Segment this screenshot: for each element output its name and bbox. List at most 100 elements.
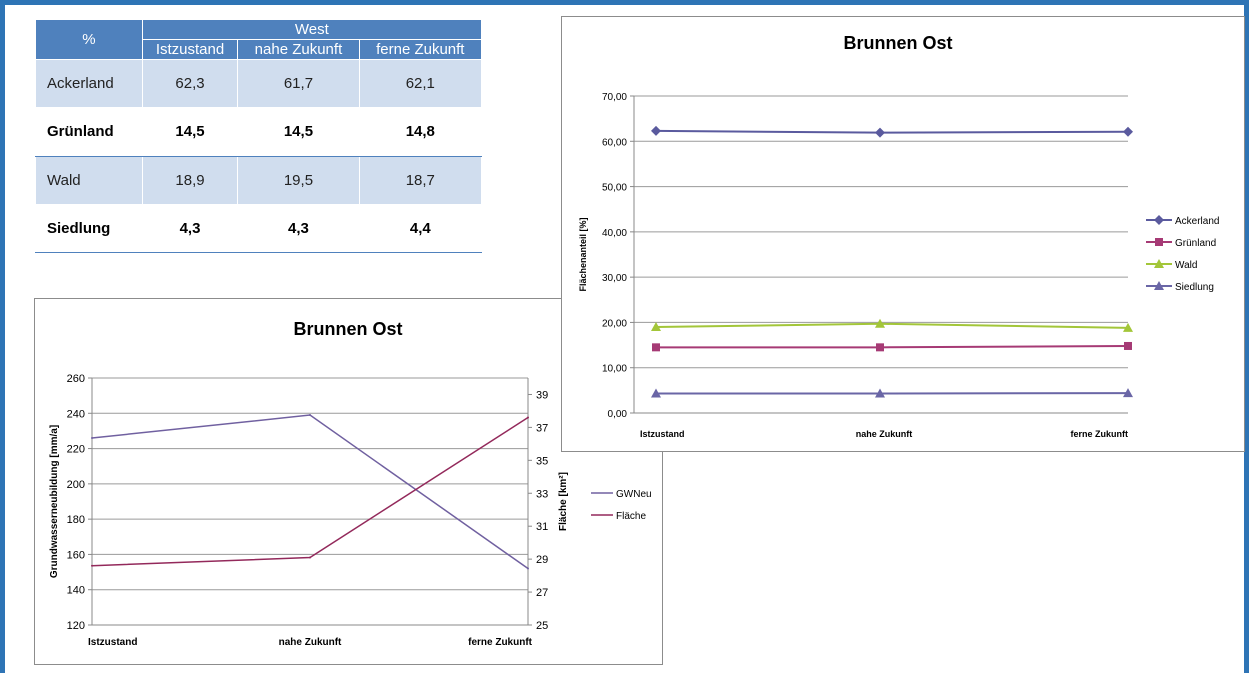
table-cell: 14,8 bbox=[358, 107, 483, 157]
table-cell: 18,7 bbox=[358, 155, 483, 205]
y-tick-label: 70,00 bbox=[602, 92, 627, 103]
series-line-fläche bbox=[91, 416, 529, 567]
y-tick-label: 220 bbox=[67, 444, 85, 456]
legend-label: Fläche bbox=[616, 511, 646, 522]
y-axis-title: Flächenanteil [%] bbox=[578, 217, 588, 291]
gwneu-flaeche-chart-svg: Brunnen Ost 120 140 160 180 200 220 240 260 25 27 2… bbox=[49, 319, 652, 648]
legend-marker bbox=[1154, 281, 1164, 290]
table-cell: 62,1 bbox=[358, 58, 483, 109]
y-tick-label: 20,00 bbox=[602, 318, 627, 329]
frame-top-border bbox=[0, 0, 1249, 5]
y-tick-label: 200 bbox=[67, 479, 85, 491]
data-point bbox=[309, 414, 311, 417]
data-point bbox=[1124, 341, 1132, 350]
y-tick-label: 30,00 bbox=[602, 273, 627, 284]
table-row: Siedlung 4,3 4,3 4,4 bbox=[35, 203, 483, 254]
y-tick-label: 50,00 bbox=[602, 183, 627, 194]
legend-label: Grünland bbox=[1175, 238, 1216, 249]
data-point bbox=[651, 125, 661, 136]
y-axis-title: Grundwasserneubildung [mm/a] bbox=[49, 425, 60, 578]
table-row: Ackerland 62,3 61,7 62,1 bbox=[35, 58, 483, 109]
legend-label: Ackerland bbox=[1175, 216, 1219, 227]
data-point bbox=[875, 127, 885, 138]
data-point bbox=[651, 321, 661, 331]
row-label: Ackerland bbox=[35, 58, 143, 109]
y-tick-label: 140 bbox=[67, 585, 85, 597]
table-cell: 14,5 bbox=[141, 107, 239, 157]
table-cell: 18,9 bbox=[141, 155, 239, 205]
data-point bbox=[876, 343, 884, 352]
table-corner-header: % bbox=[35, 19, 143, 60]
x-tick-label: nahe Zukunft bbox=[279, 637, 342, 648]
x-tick-label: nahe Zukunft bbox=[856, 429, 913, 439]
y-tick-label: 40,00 bbox=[602, 228, 627, 239]
row-label: Wald bbox=[35, 155, 143, 205]
table-row: Grünland 14,5 14,5 14,8 bbox=[35, 107, 483, 157]
data-point bbox=[875, 318, 885, 328]
legend-marker bbox=[1154, 215, 1164, 225]
data-point bbox=[1123, 388, 1133, 398]
landuse-share-chart: Brunnen Ost 0,00 10,00 20,00 30,00 40,00 50,00… bbox=[561, 16, 1245, 452]
data-point bbox=[91, 436, 93, 439]
chart-title: Brunnen Ost bbox=[843, 33, 952, 53]
data-point bbox=[91, 564, 93, 567]
y2-tick-label: 39 bbox=[536, 389, 548, 401]
landuse-share-chart-svg: Brunnen Ost 0,00 10,00 20,00 30,00 40,00 50,00… bbox=[578, 33, 1219, 439]
x-tick-label: ferne Zukunft bbox=[468, 637, 533, 648]
data-point bbox=[651, 388, 661, 398]
column-header: Istzustand bbox=[141, 39, 239, 60]
chart-title: Brunnen Ost bbox=[293, 319, 402, 339]
x-tick-label: ferne Zukunft bbox=[1071, 429, 1129, 439]
y-tick-label: 260 bbox=[67, 373, 85, 385]
data-point bbox=[1123, 126, 1133, 137]
landuse-table: % West Istzustand nahe Zukunft ferne Zuk… bbox=[35, 19, 483, 254]
data-point bbox=[309, 556, 311, 559]
column-header: nahe Zukunft bbox=[237, 39, 360, 60]
data-point bbox=[527, 567, 529, 570]
data-point bbox=[527, 416, 529, 419]
y-tick-label: 160 bbox=[67, 549, 85, 561]
series-line-grünland bbox=[656, 344, 1129, 349]
y-tick-label: 120 bbox=[67, 620, 85, 632]
y2-tick-label: 29 bbox=[536, 554, 548, 566]
table-cell: 61,7 bbox=[237, 58, 360, 109]
table-cell: 4,4 bbox=[358, 203, 483, 254]
table-group-header: West bbox=[141, 19, 483, 40]
table-cell: 19,5 bbox=[237, 155, 360, 205]
y2-tick-label: 37 bbox=[536, 422, 548, 434]
y2-tick-label: 27 bbox=[536, 587, 548, 599]
x-tick-label: Istzustand bbox=[88, 637, 137, 648]
table-cell: 14,5 bbox=[237, 107, 360, 157]
y2-tick-label: 25 bbox=[536, 620, 548, 632]
y-tick-label: 0,00 bbox=[608, 409, 628, 420]
row-label: Grünland bbox=[35, 107, 143, 157]
legend-label: GWNeu bbox=[616, 489, 652, 500]
table-row: Wald 18,9 19,5 18,7 bbox=[35, 155, 483, 205]
series-line-wald bbox=[655, 322, 1129, 329]
table-cell: 62,3 bbox=[141, 58, 239, 109]
y-tick-label: 240 bbox=[67, 408, 85, 420]
frame-left-border bbox=[0, 0, 5, 673]
legend-marker bbox=[1155, 238, 1163, 246]
legend-label: Wald bbox=[1175, 260, 1197, 271]
legend-label: Siedlung bbox=[1175, 282, 1214, 293]
frame-right-border bbox=[1244, 0, 1249, 673]
y2-axis-title: Fläche [km²] bbox=[558, 472, 569, 531]
legend-marker bbox=[1154, 259, 1164, 268]
y2-tick-label: 33 bbox=[536, 488, 548, 500]
y-tick-label: 60,00 bbox=[602, 137, 627, 148]
series-line-ackerland bbox=[655, 129, 1129, 134]
table-cell: 4,3 bbox=[237, 203, 360, 254]
y2-tick-label: 35 bbox=[536, 455, 548, 467]
y2-tick-label: 31 bbox=[536, 521, 548, 533]
x-tick-label: Istzustand bbox=[640, 429, 685, 439]
table-cell: 4,3 bbox=[141, 203, 239, 254]
data-point bbox=[875, 388, 885, 398]
y-tick-label: 10,00 bbox=[602, 364, 627, 375]
data-point bbox=[652, 343, 660, 352]
y-tick-label: 180 bbox=[67, 514, 85, 526]
series-line-gwneu bbox=[91, 414, 529, 570]
column-header: ferne Zukunft bbox=[358, 39, 483, 60]
gwneu-flaeche-chart: Brunnen Ost 120 140 160 180 200 220 240 260 25 27 2… bbox=[34, 298, 663, 665]
data-point bbox=[1123, 322, 1133, 332]
